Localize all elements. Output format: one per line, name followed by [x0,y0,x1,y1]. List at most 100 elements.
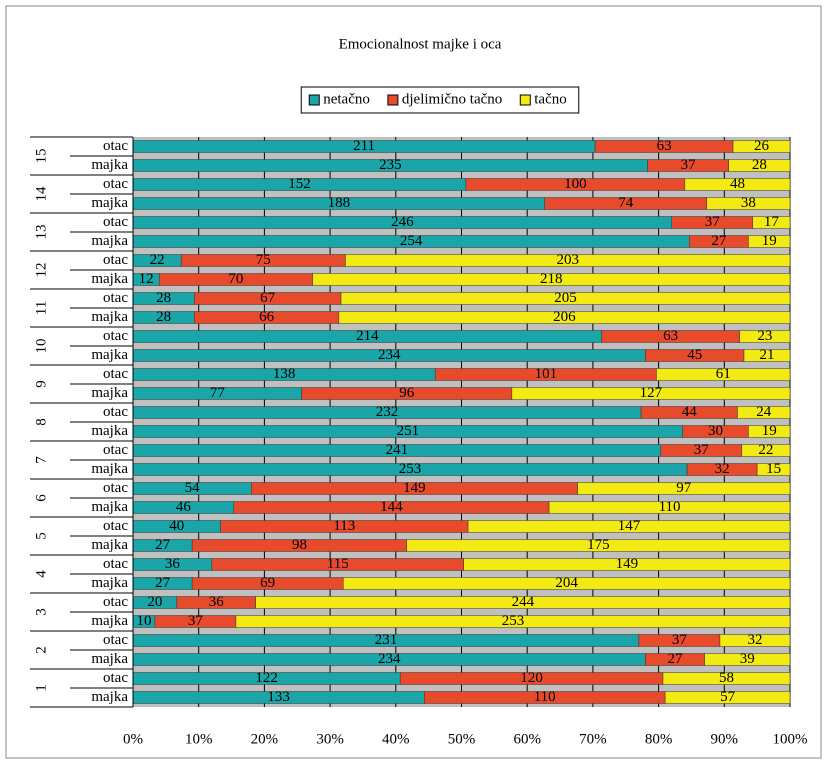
x-tick-label: 50% [448,731,476,747]
data-label: 205 [554,290,577,306]
data-label: 22 [150,252,165,268]
row-label: otac [103,328,128,344]
data-label: 204 [555,575,578,591]
legend-label: tačno [534,91,566,107]
data-label: 30 [708,423,723,439]
row-label: otac [103,290,128,306]
data-label: 46 [176,499,192,515]
data-label: 28 [156,290,171,306]
data-label: 75 [256,252,271,268]
data-label: 19 [762,423,777,439]
data-label: 113 [333,518,355,534]
row-label: majka [91,385,128,401]
row-label: otac [103,480,128,496]
data-label: 54 [185,480,201,496]
row-label: majka [91,347,128,363]
row-label: otac [103,556,128,572]
row-label: otac [103,670,128,686]
data-label: 12 [139,271,154,287]
data-label: 67 [260,290,276,306]
data-label: 203 [556,252,579,268]
row-label: majka [91,575,128,591]
data-label: 206 [553,309,576,325]
data-label: 32 [715,461,730,477]
data-label: 253 [502,613,525,629]
chart-title: Emocionalnost majke i oca [339,36,502,52]
group-label: 6 [33,494,49,502]
row-label: majka [91,499,128,515]
data-label: 254 [400,233,423,249]
bar-segment [728,159,791,172]
group-label: 1 [33,684,49,692]
bar-segment [743,349,791,362]
data-label: 246 [391,214,414,230]
data-label: 144 [380,499,403,515]
bar-segment [748,425,791,438]
data-label: 214 [356,328,379,344]
data-label: 23 [757,328,772,344]
data-label: 36 [209,594,225,610]
bar-segment [664,691,791,704]
bar-segment [548,501,791,514]
bar-segment [255,596,791,609]
legend-swatch [387,94,399,106]
data-label: 15 [766,461,781,477]
data-label: 45 [687,347,702,363]
data-label: 28 [752,157,767,173]
group-label: 14 [33,186,49,202]
data-label: 234 [378,347,401,363]
group-label: 3 [33,608,49,616]
data-label: 32 [747,632,762,648]
row-label: majka [91,157,128,173]
bar-segment [656,368,791,381]
legend-box [300,86,580,114]
bar-segment [463,558,791,571]
bar-segment [732,140,791,153]
data-label: 37 [672,632,688,648]
data-label: 152 [288,176,311,192]
bar-segment [756,463,791,476]
row-label: majka [91,461,128,477]
data-label: 40 [169,518,184,534]
x-tick-label: 60% [513,731,541,747]
bar-segment [741,444,791,457]
data-label: 70 [228,271,243,287]
bar-segment [340,292,791,305]
data-label: 27 [155,537,171,553]
x-tick-label: 100% [773,731,808,747]
row-label: otac [103,594,128,610]
bar-segment [577,482,791,495]
data-label: 61 [716,366,731,382]
bar-segment [345,254,791,267]
data-label: 231 [375,632,398,648]
data-label: 98 [292,537,307,553]
row-label: majka [91,613,128,629]
bar-segment [511,387,791,400]
group-label: 11 [33,301,49,315]
data-label: 251 [397,423,420,439]
data-label: 122 [255,670,278,686]
data-label: 133 [267,689,290,705]
x-tick-label: 80% [645,731,673,747]
row-label: majka [91,271,128,287]
bar-segment [338,311,791,324]
data-label: 17 [764,214,780,230]
data-label: 218 [540,271,563,287]
row-label: majka [91,309,128,325]
data-label: 253 [399,461,422,477]
group-label: 2 [33,646,49,654]
bar-segment [406,539,791,552]
data-label: 27 [668,651,684,667]
data-label: 96 [399,385,415,401]
bar-segment [752,216,791,229]
data-label: 244 [512,594,535,610]
data-label: 58 [719,670,734,686]
data-label: 149 [403,480,426,496]
group-label: 13 [33,225,49,240]
data-label: 27 [155,575,171,591]
data-label: 36 [165,556,181,572]
data-label: 21 [760,347,775,363]
data-label: 39 [740,651,755,667]
bar-segment [342,577,791,590]
data-label: 37 [681,157,697,173]
